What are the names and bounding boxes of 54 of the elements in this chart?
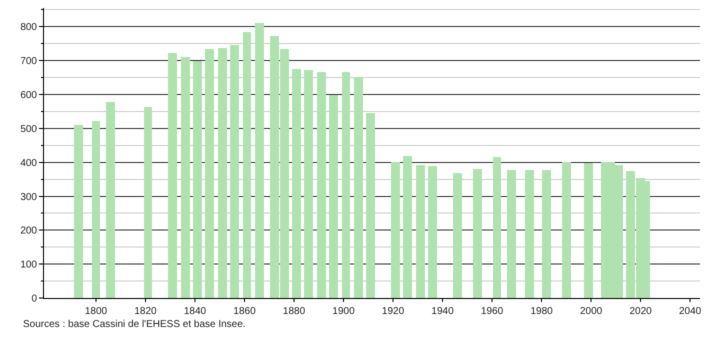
bar [106,102,115,298]
x-tick-label: 1980 [530,306,554,317]
y-tick-label: 0 [31,294,38,304]
bar [493,157,501,298]
bar [181,57,190,298]
bar [428,166,437,298]
x-tick-label: 1900 [332,306,356,317]
x-tick-label: 1800 [84,306,108,317]
bar [403,156,412,298]
bar [193,61,202,298]
bar [391,162,400,298]
y-tick-label: 600 [20,90,38,101]
bar [542,170,551,298]
x-tick-label: 1960 [480,306,504,317]
bar [354,77,363,298]
source-note: Sources : base Cassini de l'EHESS et base Insee. [23,319,246,330]
bar [218,48,227,298]
y-tick-label: 500 [20,124,38,135]
y-tick-label: 200 [20,226,38,237]
y-tick-label: 300 [20,192,38,203]
bar [92,121,100,298]
y-tick-label: 800 [20,22,38,34]
bar [317,72,326,298]
bar [292,69,301,298]
bar [453,173,462,298]
bar [525,170,534,298]
bar [168,53,177,298]
y-tick-label: 100 [20,260,38,271]
bar [230,45,239,298]
bar [562,162,571,298]
x-tick-label: 1880 [282,306,306,317]
bar [584,163,593,298]
bar [416,165,425,298]
x-tick-label: 2020 [629,306,652,317]
bar [304,70,313,298]
bar [507,170,516,298]
x-tick-label: 1920 [382,306,405,317]
bar [342,72,350,298]
bar [74,125,83,298]
x-tick-label: 1940 [431,306,454,317]
bar [205,49,214,298]
bar [366,113,375,298]
bar [255,23,264,298]
x-tick-label: 2000 [580,306,603,317]
x-tick-label: 2040 [678,306,702,317]
bar [473,169,482,298]
x-tick-label: 1820 [134,306,158,317]
y-tick-label: 700 [20,56,38,68]
bar [329,95,338,298]
y-tick-label: 400 [20,158,38,169]
bar [144,107,152,298]
x-tick-label: 1840 [184,306,207,317]
x-tick-label: 1860 [233,306,256,317]
bar [243,32,251,298]
